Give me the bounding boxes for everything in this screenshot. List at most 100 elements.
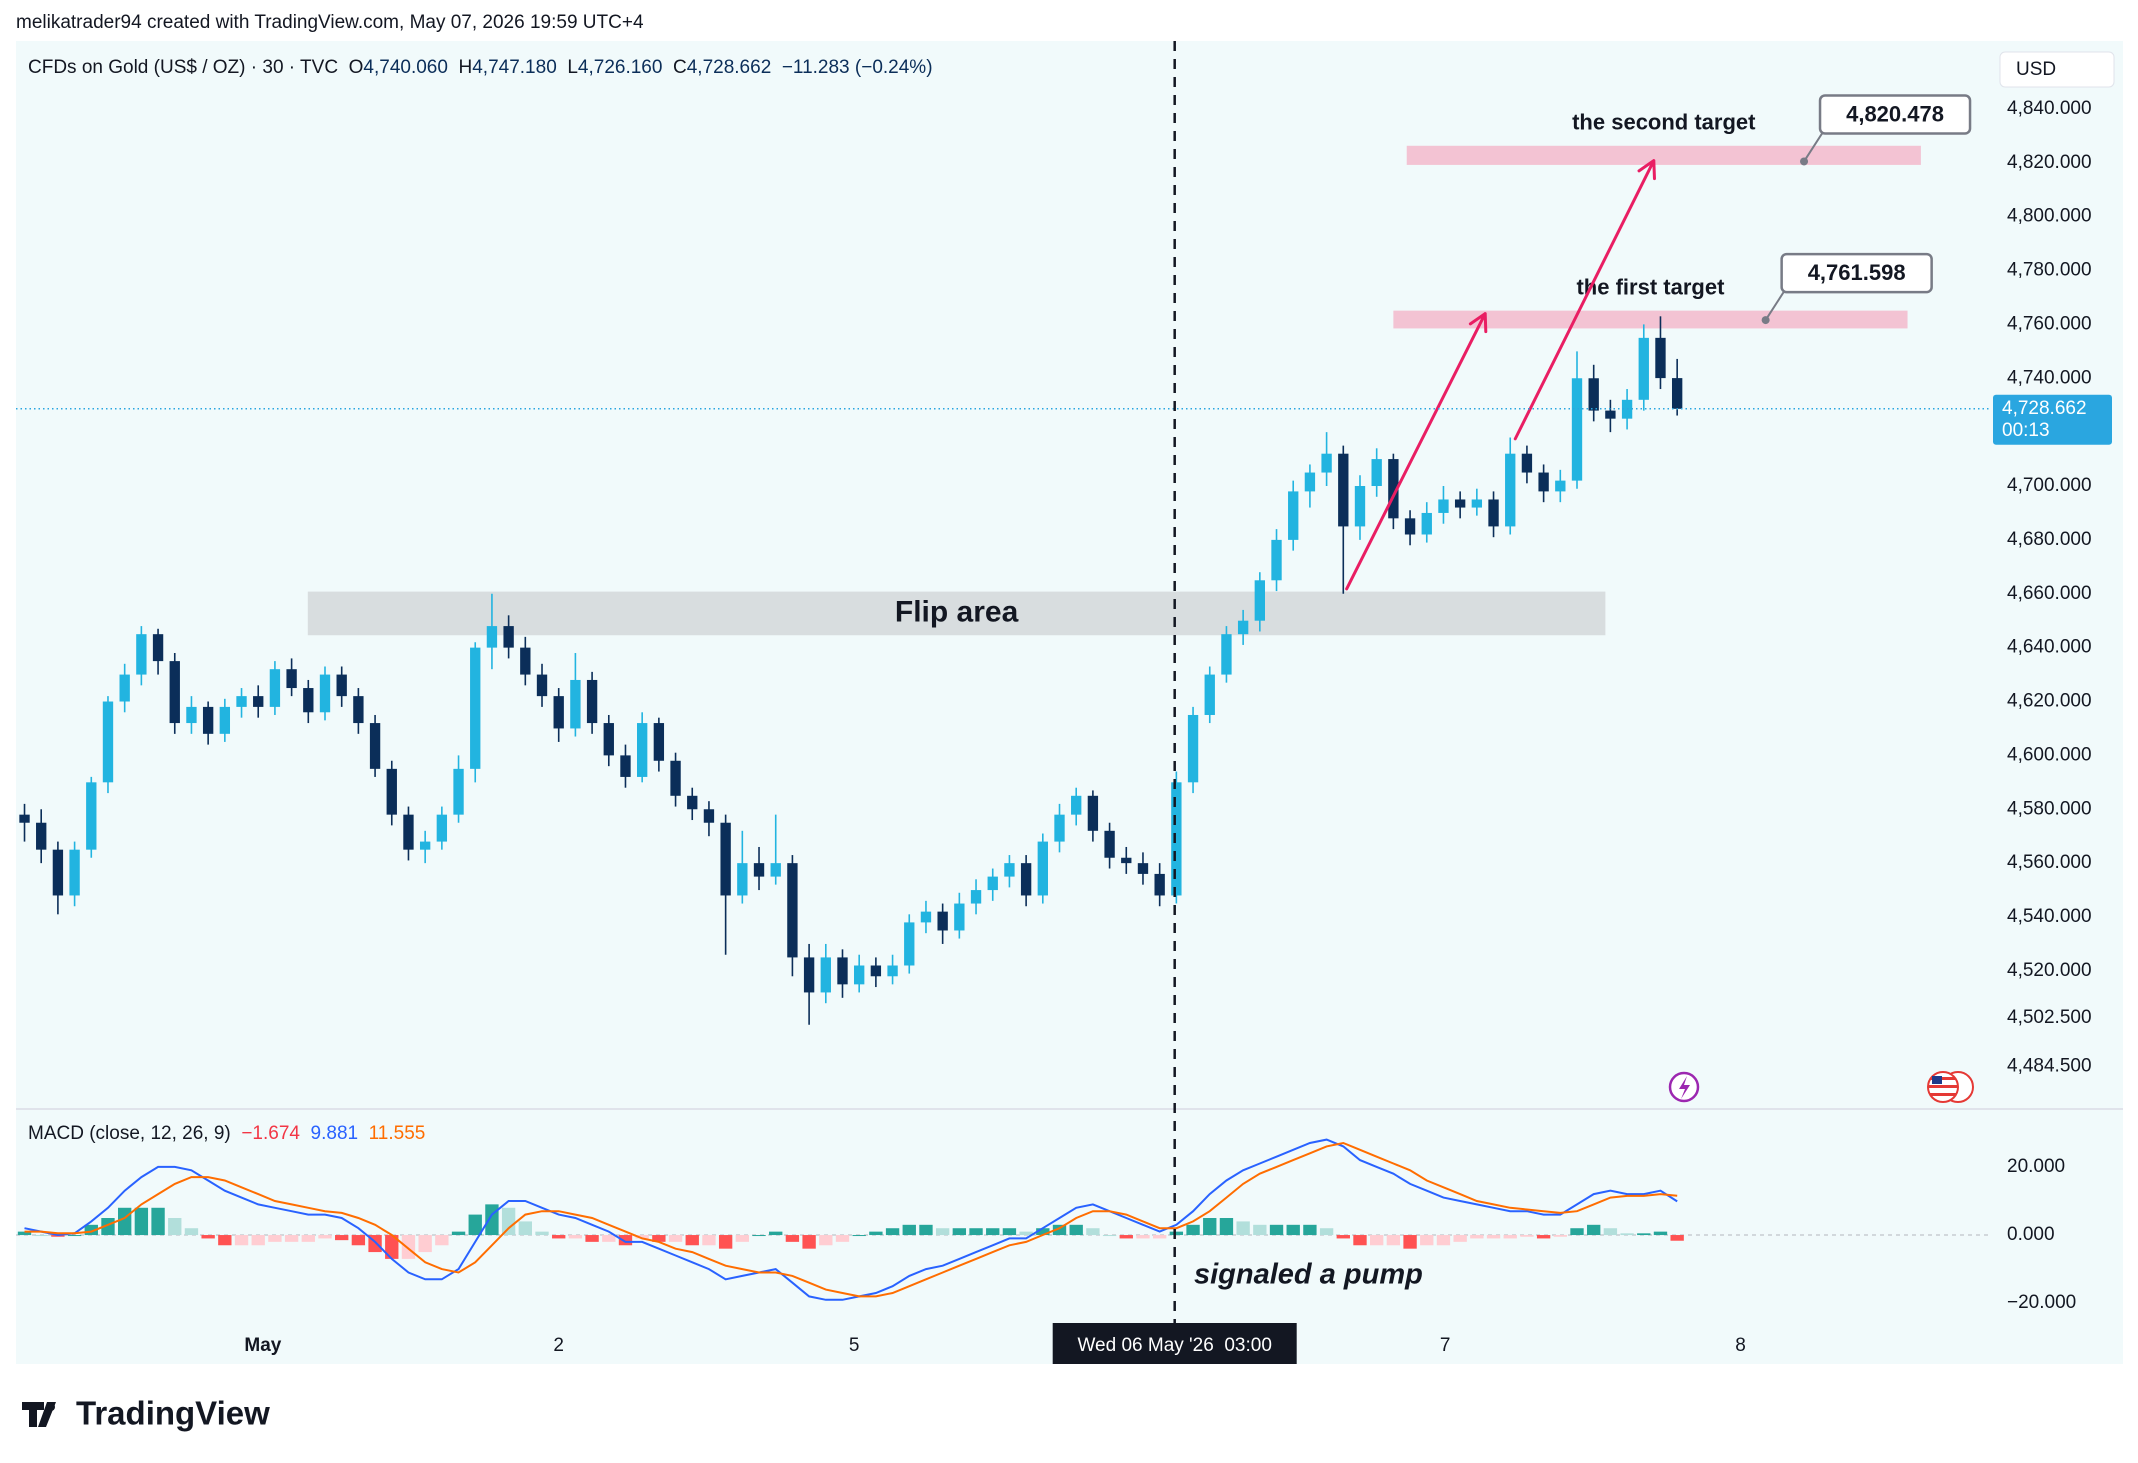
histogram-bar [1303, 1224, 1317, 1236]
candle-body [603, 723, 614, 756]
candle-body [1037, 841, 1048, 896]
candle-body [1521, 453, 1533, 473]
candle-body [904, 922, 915, 966]
candle-body [970, 890, 982, 904]
macd-title: MACD (close, 12, 26, 9) [28, 1123, 231, 1144]
callout-anchor [1761, 316, 1770, 325]
histogram-bar [852, 1235, 866, 1237]
candle-body [770, 863, 781, 877]
histogram-bar [1152, 1235, 1167, 1239]
histogram-bar [34, 1235, 48, 1237]
histogram-bar [1536, 1235, 1551, 1239]
histogram-bar [1203, 1218, 1217, 1236]
y-tick-label: 4,560.000 [2007, 852, 2092, 873]
candle-body [1104, 830, 1115, 858]
histogram-bar [1453, 1235, 1467, 1242]
histogram-bar [1470, 1235, 1484, 1239]
candle-body [419, 841, 431, 850]
candle-body [1555, 480, 1566, 492]
zone [1406, 145, 1921, 165]
candle-body [136, 634, 147, 675]
histogram-bar [735, 1235, 750, 1242]
histogram-bar [1236, 1221, 1250, 1236]
y-tick-label: 4,484.500 [2007, 1056, 2092, 1077]
histogram-bar [1069, 1224, 1083, 1236]
last-price-label: 4,728.662 [2002, 398, 2087, 419]
candle-body [1471, 499, 1483, 508]
candle-body [253, 696, 264, 707]
candle-body [737, 863, 748, 896]
histogram-bar [1253, 1224, 1267, 1236]
histogram-bar [1269, 1224, 1284, 1236]
ohlc-value: 4,726.160 [577, 57, 663, 78]
candle-body [620, 755, 631, 777]
candle-body [854, 965, 865, 985]
candle-body [69, 849, 80, 896]
x-tick-label: 2 [553, 1335, 564, 1356]
histogram-bar [802, 1235, 816, 1249]
histogram-bar [1136, 1235, 1150, 1239]
header-credit: melikatrader94 created with TradingView.… [16, 12, 644, 33]
y-tick-label: 4,700.000 [2007, 475, 2092, 496]
histogram-bar [1637, 1233, 1651, 1236]
histogram-bar [1336, 1235, 1350, 1239]
histogram-bar [986, 1228, 1000, 1236]
histogram-bar [769, 1231, 783, 1236]
flag-stripe [1930, 1093, 1956, 1096]
candle-body [369, 723, 381, 769]
histogram-bar [585, 1235, 599, 1242]
candle-body [1671, 378, 1683, 409]
histogram-bar [568, 1235, 583, 1239]
currency: USD [2016, 59, 2056, 80]
histogram-bar [468, 1214, 482, 1236]
y-tick-label: 4,502.500 [2007, 1007, 2092, 1028]
candle-body [219, 706, 231, 734]
candle-body [837, 957, 848, 985]
candle-body [1254, 580, 1266, 621]
candle-body [1538, 472, 1549, 492]
zone-label: the second target [1572, 110, 1756, 135]
ohlc-key: H [458, 57, 473, 78]
histogram-bar [1403, 1235, 1417, 1249]
histogram-bar [318, 1235, 332, 1239]
y-tick-label: 4,780.000 [2007, 260, 2092, 281]
candle-body [553, 696, 564, 729]
histogram-bar [1019, 1231, 1033, 1236]
candle-body [520, 647, 531, 675]
y-tick-label: 4,520.000 [2007, 960, 2092, 981]
chart-background [16, 41, 2123, 1364]
histogram-bar [17, 1231, 32, 1236]
candle-body [1087, 795, 1099, 831]
candle-body [1488, 499, 1499, 527]
histogram-bar [518, 1221, 532, 1236]
candle-body [1605, 410, 1616, 419]
candle-body [286, 669, 297, 689]
histogram-bar [134, 1207, 149, 1236]
histogram-bar [184, 1228, 199, 1236]
candle-body [186, 706, 197, 724]
last-price-box [1993, 394, 2112, 445]
brand: TradingView [76, 1395, 270, 1432]
candle-body [670, 760, 681, 796]
currency-box[interactable] [1999, 51, 2115, 88]
histogram-bar [1353, 1235, 1367, 1246]
histogram-bar [1286, 1224, 1300, 1236]
candle-body [687, 795, 698, 810]
candle-body [386, 768, 397, 815]
ohlc-key: O [348, 57, 364, 78]
histogram-bar [1620, 1233, 1634, 1236]
candle-body [269, 669, 281, 707]
candle-body [486, 626, 498, 648]
x-tick-label: May [244, 1335, 281, 1356]
histogram-bar [385, 1235, 399, 1259]
histogram-bar [335, 1235, 349, 1241]
histogram-bar [1587, 1224, 1601, 1236]
candle-body [1571, 378, 1583, 481]
ohlc-value: 4,740.060 [363, 57, 448, 78]
candle-body [202, 706, 214, 734]
candle-body [937, 911, 948, 931]
histogram-bar [1603, 1228, 1618, 1236]
y-tick-label: 4,820.000 [2007, 152, 2092, 173]
candle-body [1438, 499, 1449, 513]
